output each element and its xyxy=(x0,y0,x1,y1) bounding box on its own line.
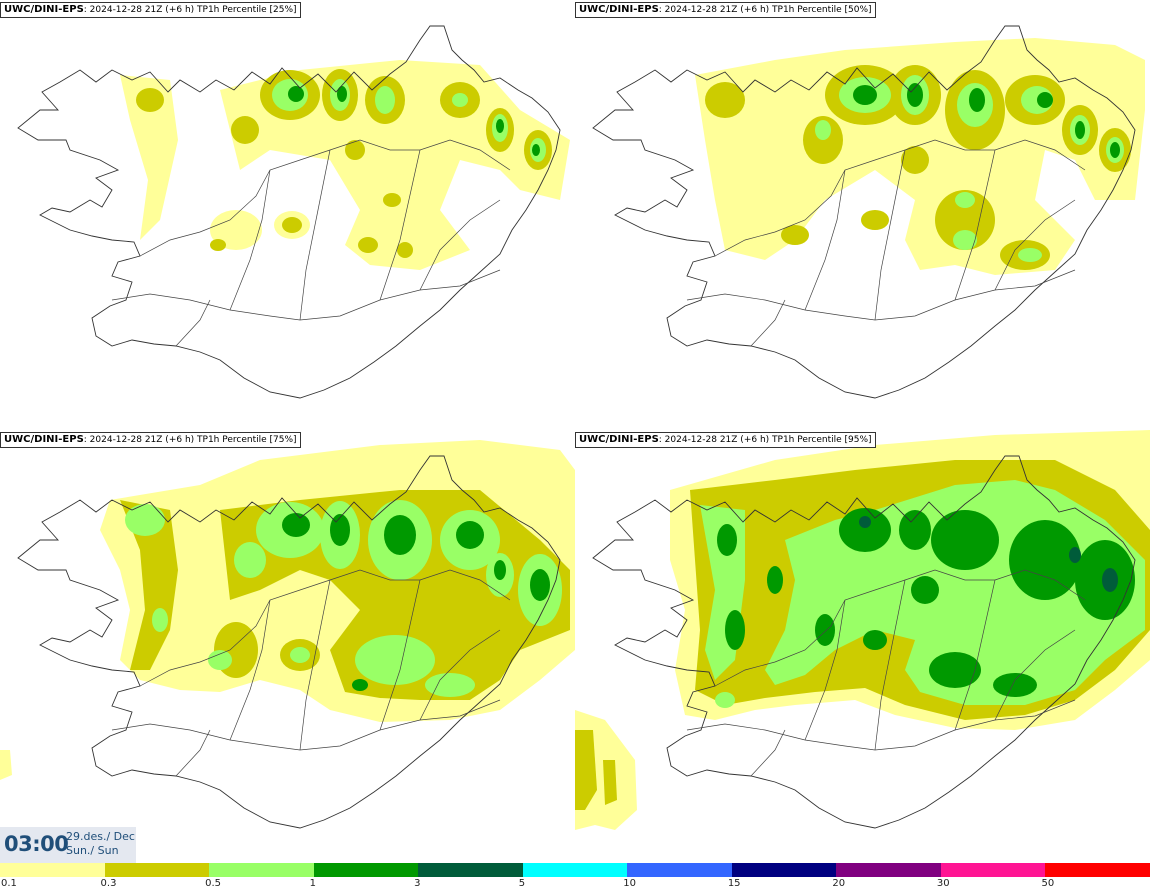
valid-day: Sun./ Sun xyxy=(66,844,119,857)
legend-swatch xyxy=(313,863,419,877)
panel-title: UWC/DINI-EPS: 2024-12-28 21Z (+6 h) TP1h… xyxy=(575,432,876,448)
legend-swatch xyxy=(104,863,210,877)
panel-title: UWC/DINI-EPS: 2024-12-28 21Z (+6 h) TP1h… xyxy=(0,432,301,448)
panel-title: UWC/DINI-EPS: 2024-12-28 21Z (+6 h) TP1h… xyxy=(0,2,301,18)
valid-time-date: 29.des./ Dec Sun./ Sun xyxy=(66,830,135,858)
legend-tick-label: 0.1 xyxy=(1,878,17,889)
legend-swatch xyxy=(731,863,837,877)
precip-map-95 xyxy=(575,430,1150,830)
valid-date: 29.des./ Dec xyxy=(66,830,135,843)
legend-swatch xyxy=(522,863,628,877)
legend-swatch xyxy=(209,863,315,877)
legend-tick-label: 10 xyxy=(623,878,636,889)
legend-tick-label: 0.3 xyxy=(100,878,117,889)
precip-map-75 xyxy=(0,440,575,829)
legend-swatch xyxy=(940,863,1046,877)
legend-swatch xyxy=(418,863,524,877)
map-panel-95: UWC/DINI-EPS: 2024-12-28 21Z (+6 h) TP1h… xyxy=(575,430,1150,860)
legend-swatch xyxy=(1045,863,1150,877)
map-panel-75: UWC/DINI-EPS: 2024-12-28 21Z (+6 h) TP1h… xyxy=(0,430,575,860)
legend-swatch xyxy=(0,863,106,877)
map-panel-25: UWC/DINI-EPS: 2024-12-28 21Z (+6 h) TP1h… xyxy=(0,0,575,430)
legend-swatch xyxy=(627,863,733,877)
valid-time-box: 03:00 29.des./ Dec Sun./ Sun xyxy=(0,827,136,863)
map-panel-50: UWC/DINI-EPS: 2024-12-28 21Z (+6 h) TP1h… xyxy=(575,0,1150,430)
legend-tick-label: 50 xyxy=(1041,878,1055,889)
legend-tick-label: 1 xyxy=(309,878,316,889)
legend-tick-label: 30 xyxy=(936,878,950,889)
precip-map-50 xyxy=(592,25,1145,399)
legend-tick-label: 5 xyxy=(518,878,526,889)
valid-time-clock: 03:00 xyxy=(4,832,69,856)
legend-tick-label: 3 xyxy=(414,878,421,889)
color-legend: 0.1 0.3 0.5 1 3 5 10 15 20 30 50 xyxy=(0,863,1150,891)
legend-tick-label: 15 xyxy=(727,878,741,889)
legend-tick-label: 0.5 xyxy=(205,878,221,889)
panel-title: UWC/DINI-EPS: 2024-12-28 21Z (+6 h) TP1h… xyxy=(575,2,876,18)
precip-map-25 xyxy=(17,25,570,399)
legend-swatch xyxy=(836,863,942,877)
legend-tick-label: 20 xyxy=(832,878,846,889)
